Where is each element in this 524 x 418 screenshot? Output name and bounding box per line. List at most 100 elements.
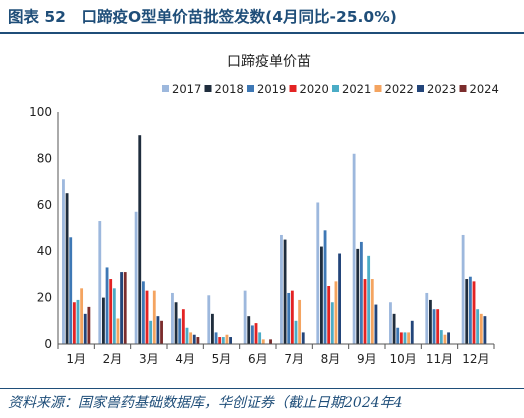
bar xyxy=(120,272,123,344)
legend-swatch xyxy=(162,85,169,92)
bar xyxy=(389,302,392,344)
legend-label: 2018 xyxy=(215,82,244,96)
bar xyxy=(102,297,105,344)
bar xyxy=(374,304,378,344)
bar xyxy=(476,309,480,344)
bar xyxy=(363,279,367,344)
bar xyxy=(138,135,142,344)
y-tick-label: 100 xyxy=(29,105,52,119)
x-tick-label: 2月 xyxy=(103,352,123,366)
bar xyxy=(396,327,400,344)
bar xyxy=(196,337,200,344)
bar xyxy=(465,279,469,344)
bar xyxy=(247,316,251,344)
legend-swatch xyxy=(459,85,467,92)
bar xyxy=(367,255,371,344)
bar xyxy=(192,334,196,344)
legend-label: 2022 xyxy=(385,82,414,96)
bar xyxy=(72,302,76,344)
bar xyxy=(76,299,80,344)
y-tick-label: 60 xyxy=(37,198,52,212)
bar xyxy=(152,290,156,344)
x-axis: 1月 2月 3月 4月 5月 6月 7月 8月 9月 10月 11月 12月 xyxy=(57,343,495,366)
bar xyxy=(429,299,432,344)
legend-label: 2019 xyxy=(257,82,286,96)
bar-chart: 口蹄疫单价苗 2017 2018 2019 2020 2021 2022 2023 2024 … xyxy=(29,53,499,366)
legend: 2017 2018 2019 2020 2021 2022 2023 2024 xyxy=(162,82,499,96)
y-tick-label: 0 xyxy=(44,337,52,351)
bar xyxy=(352,153,356,344)
bar xyxy=(116,318,120,344)
bar xyxy=(65,193,69,344)
x-tick-label: 11月 xyxy=(426,352,453,366)
legend-swatch xyxy=(417,85,424,92)
bar xyxy=(123,272,127,344)
bar xyxy=(359,241,363,344)
bar xyxy=(250,325,254,344)
bar xyxy=(214,332,218,344)
bar xyxy=(370,279,374,344)
bar xyxy=(218,337,222,344)
legend-swatch xyxy=(247,85,254,92)
legend-swatch xyxy=(374,85,382,92)
title-rule xyxy=(0,32,524,34)
bar xyxy=(338,253,341,344)
bar xyxy=(425,292,429,344)
x-tick-label: 10月 xyxy=(390,352,417,366)
bar xyxy=(327,286,331,344)
source-note: 资料来源：国家兽药基础数据库，华创证券（截止日期2024年4 xyxy=(8,395,403,411)
bar xyxy=(105,267,109,344)
bars xyxy=(62,135,487,344)
legend-label: 2020 xyxy=(300,82,329,96)
bar xyxy=(149,320,153,344)
bar xyxy=(323,230,327,344)
x-tick-label: 9月 xyxy=(357,352,377,366)
bar xyxy=(301,332,305,344)
bar xyxy=(410,320,414,344)
bar xyxy=(479,313,483,344)
bar xyxy=(98,221,102,344)
bar xyxy=(185,327,189,344)
bar xyxy=(261,339,265,344)
chart-title: 口蹄疫单价苗 xyxy=(227,53,311,70)
figure-title: 图表 52 口蹄疫O型单价苗批签发数(4月同比-25.0%) xyxy=(8,8,397,26)
bar xyxy=(160,320,163,344)
bar xyxy=(254,323,258,344)
bar xyxy=(243,290,247,344)
bar xyxy=(439,330,443,344)
bar xyxy=(316,202,320,344)
bar xyxy=(472,281,476,344)
x-tick-label: 7月 xyxy=(284,352,304,366)
x-tick-label: 3月 xyxy=(139,352,159,366)
bar xyxy=(145,290,149,344)
legend-label: 2024 xyxy=(470,82,499,96)
bar xyxy=(141,281,145,344)
bar xyxy=(294,320,298,344)
legend-swatch xyxy=(332,85,339,92)
bar xyxy=(87,306,91,344)
bar xyxy=(112,288,116,344)
bar xyxy=(221,337,225,344)
bar xyxy=(181,309,185,344)
bar xyxy=(283,239,287,344)
bar xyxy=(432,309,436,344)
bar xyxy=(225,334,229,344)
bar xyxy=(207,295,211,344)
bar xyxy=(407,332,411,344)
bar xyxy=(156,316,160,344)
x-tick-label: 12月 xyxy=(462,352,489,366)
legend-label: 2017 xyxy=(172,82,201,96)
bar xyxy=(174,302,178,344)
legend-label: 2023 xyxy=(427,82,456,96)
x-tick-label: 8月 xyxy=(321,352,341,366)
x-tick-label: 4月 xyxy=(175,352,195,366)
bar xyxy=(320,246,323,344)
bar xyxy=(211,313,214,344)
bar xyxy=(62,179,65,344)
x-tick-label: 6月 xyxy=(248,352,268,366)
legend-swatch xyxy=(204,85,212,92)
legend-swatch xyxy=(289,85,297,92)
bar xyxy=(83,313,87,344)
bar xyxy=(69,237,73,344)
y-tick-label: 40 xyxy=(37,244,52,258)
